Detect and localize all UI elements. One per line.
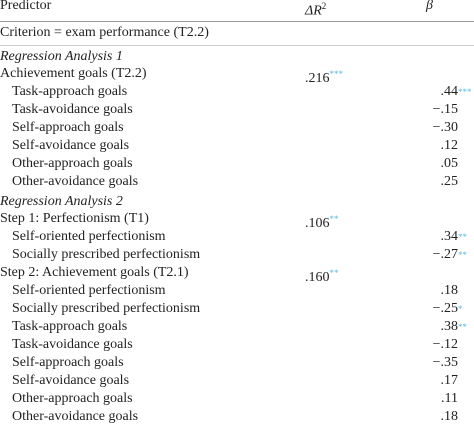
beta-value: .17 <box>440 373 459 388</box>
delta-r2: .216*** <box>305 65 343 88</box>
beta: −.25 * <box>420 300 463 318</box>
predictor-label: Task-avoidance goals <box>12 102 133 117</box>
predictor-label: Other-approach goals <box>12 391 133 406</box>
significance: * <box>458 304 463 314</box>
beta-value: −.12 <box>432 337 458 352</box>
predictor-label: Self-approach goals <box>12 355 124 370</box>
delta-r2: .106** <box>305 210 339 233</box>
beta-value: −.30 <box>432 120 458 135</box>
beta: .18 <box>420 408 459 426</box>
beta-value: −.25 <box>432 301 458 316</box>
beta: .38 ** <box>420 318 468 336</box>
significance: *** <box>329 69 344 79</box>
beta: .18 <box>420 282 459 300</box>
rule <box>0 45 474 46</box>
predictor-label: Self-oriented perfectionism <box>12 283 166 298</box>
beta: −.35 <box>420 354 458 372</box>
beta-value: .05 <box>440 156 459 171</box>
beta-value: −.27 <box>432 247 458 262</box>
delta-r2-value: .106 <box>305 216 330 231</box>
predictor-label: Socially prescribed perfectionism <box>12 301 201 316</box>
delta-r2-value: .216 <box>305 71 330 86</box>
criterion: Criterion = exam performance (T2.2) <box>0 25 209 40</box>
beta-value: .34 <box>440 229 459 244</box>
beta: .25 <box>420 173 459 191</box>
predictor-label: Self-approach goals <box>12 120 124 135</box>
predictor-label: Other-avoidance goals <box>12 174 139 189</box>
beta: .12 <box>420 137 459 155</box>
beta-value: .44 <box>440 84 459 99</box>
predictor-label: Self-avoidance goals <box>12 373 130 388</box>
predictor-label: Task-approach goals <box>12 319 128 334</box>
step-label: Achievement goals (T2.2) <box>0 66 147 81</box>
beta-value: −.15 <box>432 102 458 117</box>
beta-value: .25 <box>440 174 459 189</box>
col-header: ΔR <box>305 3 322 19</box>
col-header: β <box>426 0 433 13</box>
predictor-label: Other-approach goals <box>12 156 133 171</box>
significance: ** <box>329 214 339 224</box>
delta-r2-value: .160 <box>305 270 330 285</box>
beta-value: .18 <box>440 409 459 424</box>
beta: .34 ** <box>420 228 468 246</box>
beta: −.30 <box>420 119 458 137</box>
beta-value: −.35 <box>432 355 458 370</box>
predictor-label: Self-avoidance goals <box>12 138 130 153</box>
delta-r2: .160** <box>305 264 339 287</box>
beta-value: .12 <box>440 138 459 153</box>
beta: .17 <box>420 372 459 390</box>
significance: *** <box>458 87 472 97</box>
significance: ** <box>329 268 339 278</box>
beta-value: .38 <box>440 319 459 334</box>
beta: −.12 <box>420 336 458 354</box>
predictor-label: Task-avoidance goals <box>12 337 133 352</box>
beta: .05 <box>420 155 459 173</box>
predictor-label: Socially prescribed perfectionism <box>12 247 201 262</box>
step-label: Step 2: Achievement goals (T2.1) <box>0 265 189 280</box>
col-header: Predictor <box>0 0 52 13</box>
predictor-label: Task-approach goals <box>12 84 128 99</box>
significance: ** <box>458 322 467 332</box>
section-title: Regression Analysis 2 <box>0 194 123 209</box>
predictor-label: Other-avoidance goals <box>12 409 139 424</box>
col-header-sup: 2 <box>321 1 327 11</box>
beta: .11 <box>420 390 458 408</box>
predictor-label: Self-oriented perfectionism <box>12 229 166 244</box>
step-label: Step 1: Perfectionism (T1) <box>0 211 149 226</box>
beta: −.27 ** <box>420 246 467 264</box>
beta: −.15 <box>420 101 458 119</box>
rule <box>0 21 474 22</box>
beta: .44 *** <box>420 83 472 101</box>
significance: ** <box>458 250 467 260</box>
section-title: Regression Analysis 1 <box>0 49 123 64</box>
beta-value: .18 <box>440 283 459 298</box>
col-header: ΔR2 <box>305 0 326 21</box>
significance: ** <box>458 232 467 242</box>
beta-value: .11 <box>441 391 458 406</box>
